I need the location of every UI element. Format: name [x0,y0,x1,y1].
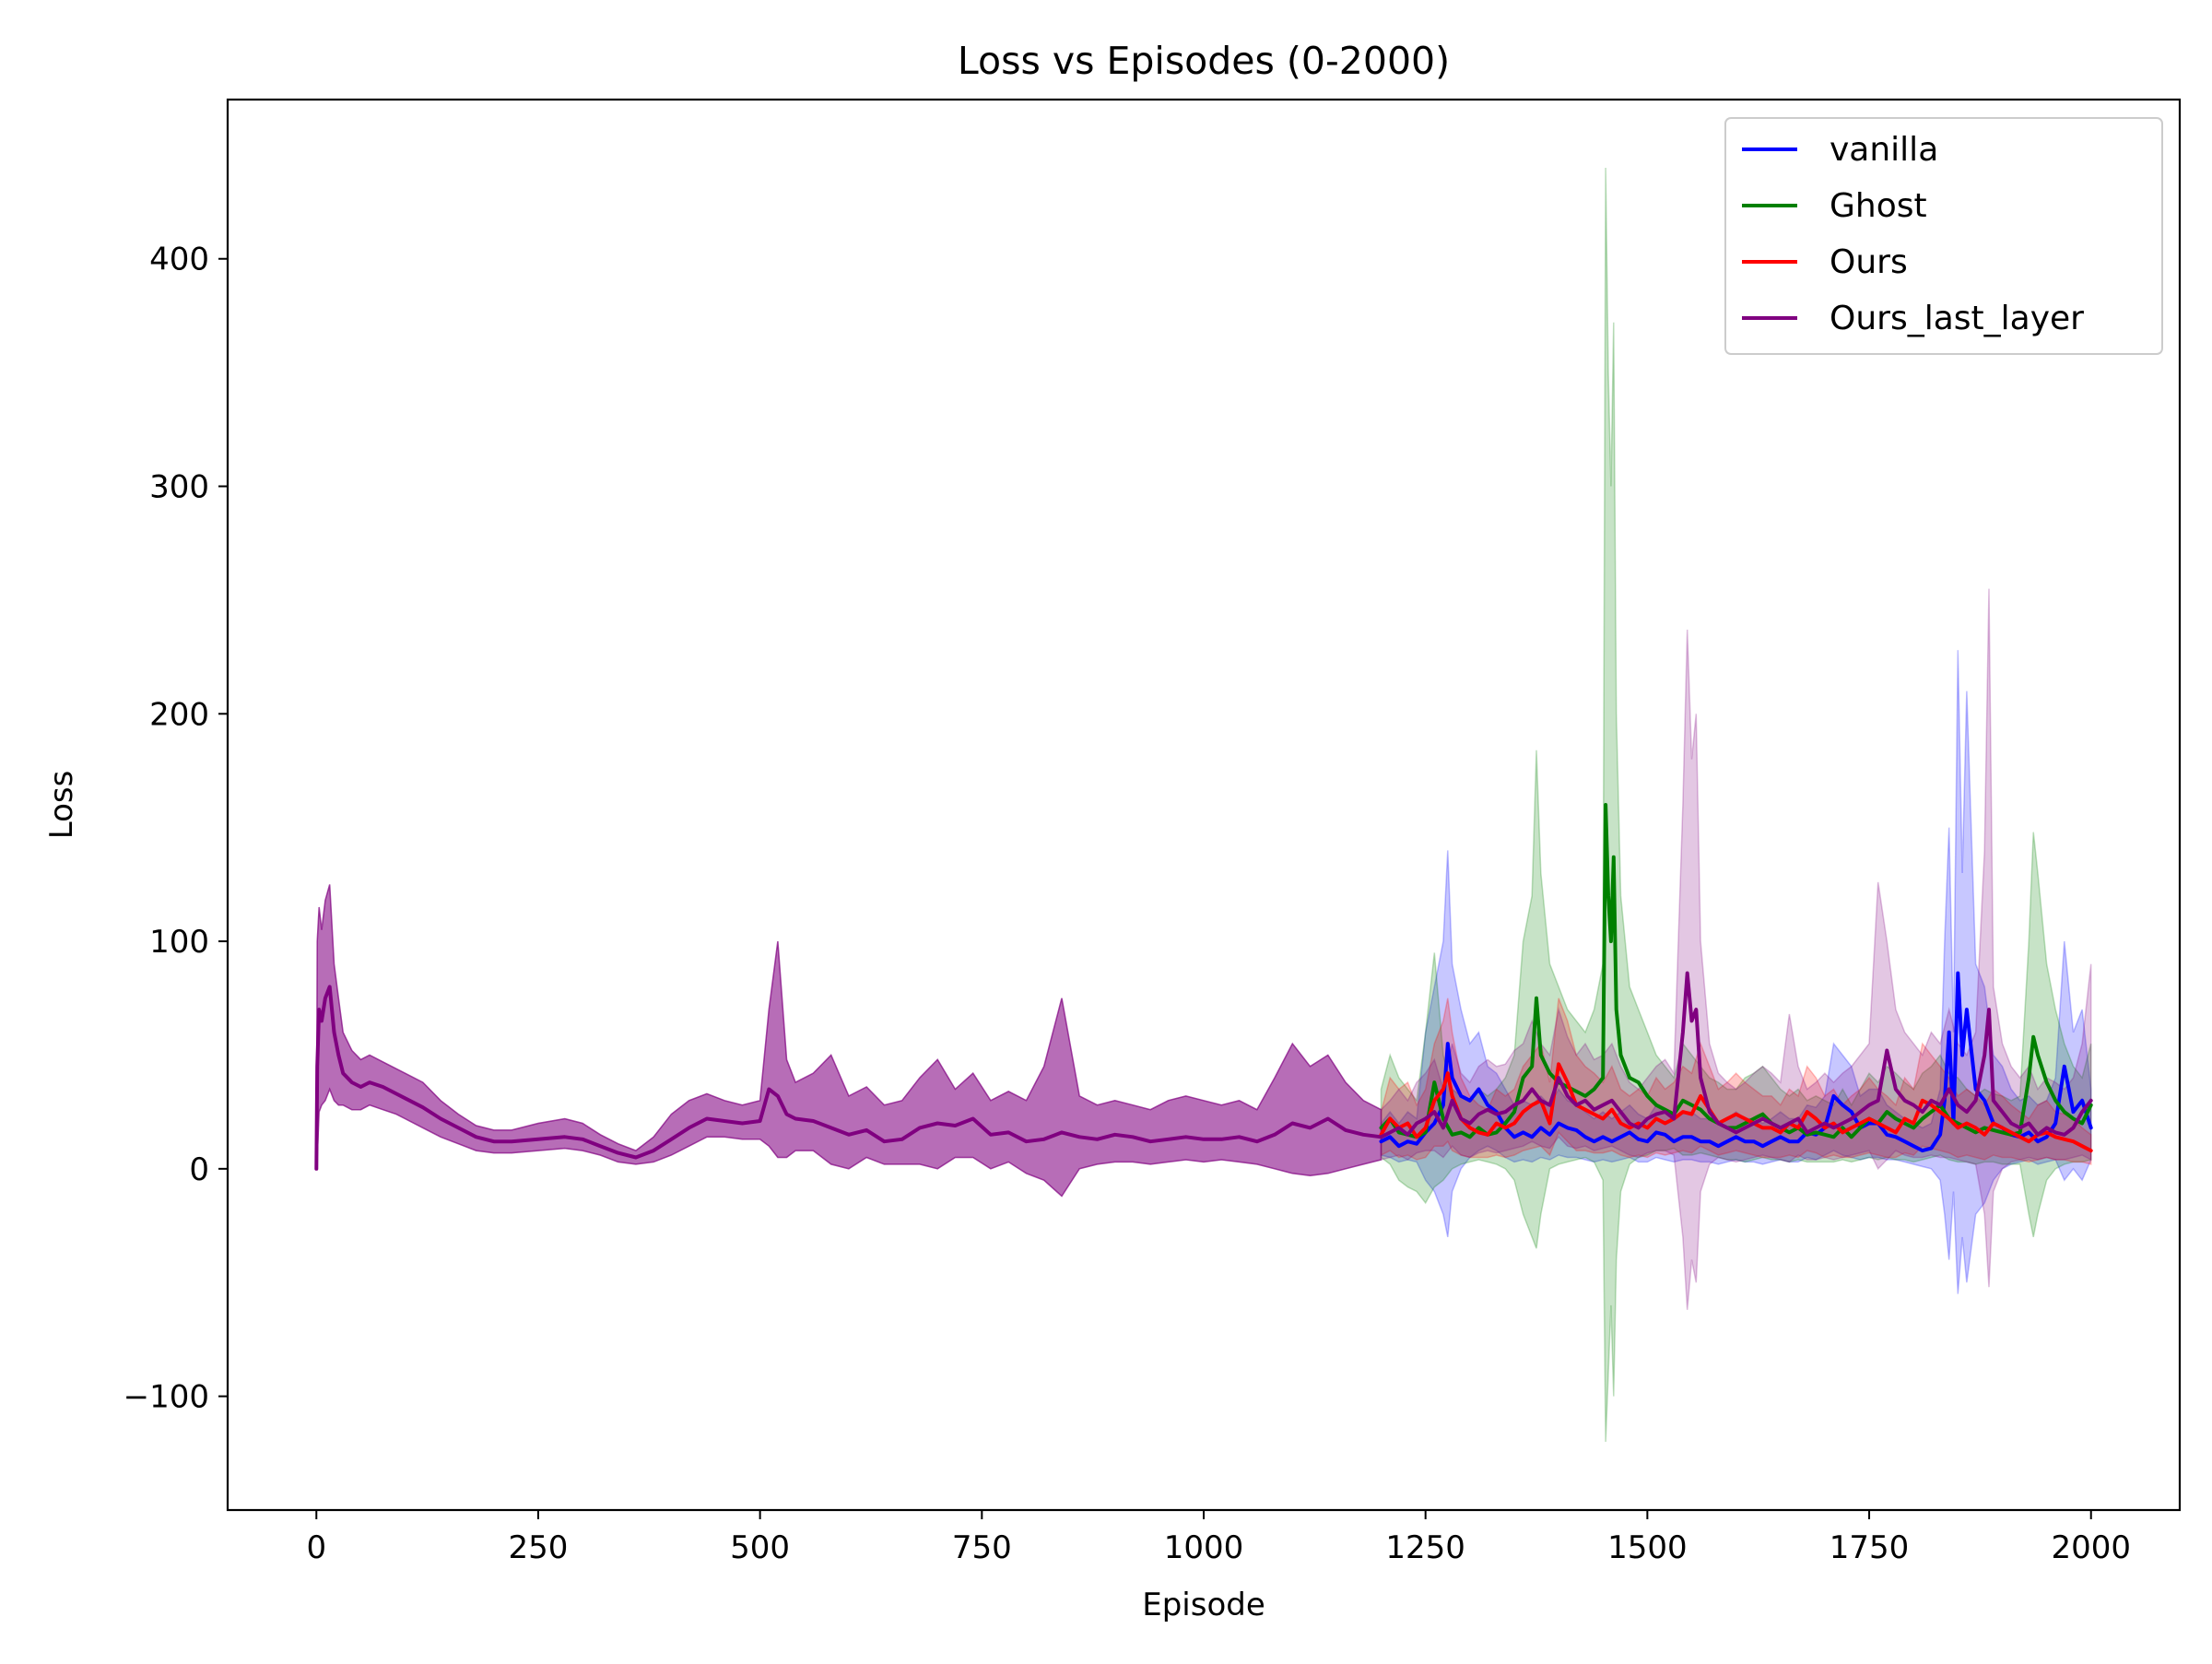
chart-title: Loss vs Episodes (0-2000) [958,39,1450,83]
y-tick-label: 200 [149,696,209,733]
x-tick-label: 2000 [2051,1529,2131,1566]
y-tick-label: 300 [149,469,209,506]
y-tick-label: 0 [189,1151,209,1188]
x-axis-title: Episode [1142,1587,1265,1623]
y-axis-title: Loss [43,771,80,840]
x-tick-label: 0 [306,1529,326,1566]
y-tick-label: −100 [124,1379,209,1416]
x-tick-label: 1250 [1385,1529,1465,1566]
legend-label-ours-last-layer: Ours_last_layer [1830,300,2084,337]
x-tick-label: 250 [509,1529,569,1566]
x-tick-label: 1500 [1607,1529,1688,1566]
legend-label-ghost: Ghost [1830,187,1927,225]
x-tick-label: 1000 [1164,1529,1244,1566]
y-tick-label: 400 [149,242,209,278]
x-tick-label: 1750 [1830,1529,1910,1566]
y-tick-label: 100 [149,924,209,961]
legend: vanilla Ghost Ours Ours_last_layer [1725,118,2162,354]
x-tick-label: 500 [730,1529,790,1566]
legend-label-ours: Ours [1830,243,1908,281]
x-tick-label: 750 [952,1529,1012,1566]
legend-label-vanilla: vanilla [1830,131,1938,169]
